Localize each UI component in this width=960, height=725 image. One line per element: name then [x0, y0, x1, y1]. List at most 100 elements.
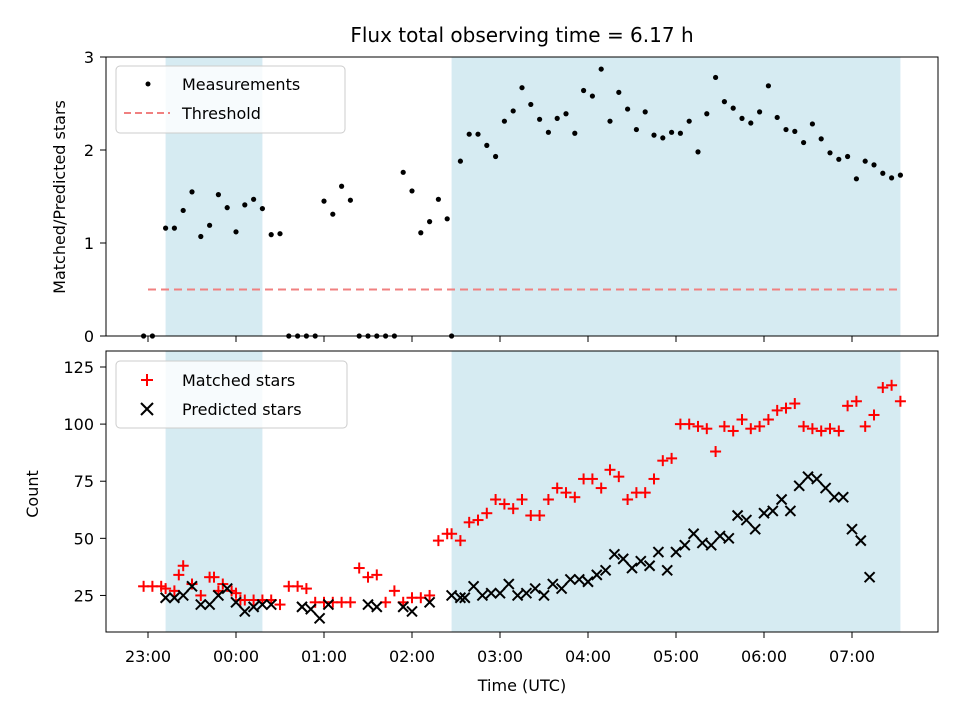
predicted-star-point — [371, 601, 383, 613]
predicted-star-point — [758, 507, 770, 519]
measurement-point — [713, 74, 719, 81]
matched-star-point — [894, 395, 906, 407]
predicted-star-point — [652, 546, 665, 558]
predicted-star-point — [538, 589, 550, 602]
matched-star-point — [300, 583, 312, 595]
predicted-star-point — [445, 589, 458, 602]
matched-star-point — [292, 580, 304, 592]
predicted-star-point — [811, 473, 823, 485]
predicted-star-point — [159, 592, 172, 604]
x-tick-label: 06:00 — [741, 647, 787, 666]
bottom-y-tick-label: 100 — [63, 415, 94, 434]
measurement-point — [704, 111, 710, 117]
predicted-star-point — [643, 560, 656, 572]
measurement-point — [660, 135, 666, 141]
measurement-point — [215, 192, 221, 198]
matched-star-point — [490, 493, 502, 505]
matched-star-point — [173, 569, 185, 581]
measurement-point — [510, 108, 516, 114]
predicted-star-point — [212, 589, 225, 602]
predicted-star-point — [476, 589, 489, 602]
measurement-point — [765, 83, 772, 89]
predicted-star-point — [494, 587, 506, 599]
predicted-star-point — [186, 580, 198, 593]
legend-predicted-label: Predicted stars — [182, 400, 302, 419]
bottom-y-tick-label: 75 — [74, 472, 94, 491]
bottom-shaded-region — [451, 351, 901, 632]
predicted-star-point — [679, 539, 691, 551]
top-y-tick-label: 1 — [84, 234, 94, 253]
measurement-point — [669, 129, 675, 135]
x-tick-label: 03:00 — [477, 647, 523, 666]
matched-star-point — [666, 452, 678, 464]
matched-star-point — [718, 420, 730, 432]
predicted-star-point — [547, 578, 559, 590]
measurement-point — [259, 205, 265, 212]
matched-star-point — [388, 585, 400, 597]
matched-star-point — [842, 400, 854, 412]
predicted-star-point — [529, 582, 541, 595]
predicted-star-point — [195, 598, 207, 611]
predicted-star-point — [322, 598, 335, 611]
measurement-point — [862, 158, 868, 164]
predicted-star-point — [784, 505, 797, 517]
measurement-point — [563, 111, 569, 117]
predicted-star-point — [626, 562, 638, 574]
measurement-point — [545, 129, 552, 135]
bottom-x-ticks: 23:00 00:00 01:00 02:00 03:00 04:00 05:00 06:00… — [125, 632, 875, 666]
x-axis-label: Time (UTC) — [477, 676, 566, 695]
measurement-point — [721, 99, 728, 105]
matched-star-point — [727, 425, 739, 437]
legend-threshold-label: Threshold — [181, 104, 261, 123]
predicted-star-point — [511, 589, 524, 602]
predicted-star-point — [485, 587, 497, 599]
matched-star-point — [613, 471, 625, 483]
matched-star-point — [534, 509, 546, 521]
measurement-point — [625, 106, 631, 112]
measurement-point — [171, 225, 177, 231]
measurement-point — [519, 85, 525, 91]
matched-star-point — [877, 382, 889, 394]
measurements-points — [141, 66, 904, 339]
measurement-point — [409, 188, 415, 194]
matched-star-point — [701, 423, 713, 435]
chart-title: Flux total observing time = 6.17 h — [350, 23, 693, 47]
top-y-tick-label: 3 — [84, 48, 94, 67]
x-tick-label: 05:00 — [653, 647, 699, 666]
measurement-point — [792, 128, 798, 134]
measurement-point — [224, 205, 230, 211]
matched-star-point — [177, 560, 189, 572]
bottom-y-tick-label: 125 — [63, 358, 94, 377]
predicted-star-point — [714, 530, 726, 542]
measurement-point — [457, 158, 463, 164]
predicted-star-point — [454, 592, 467, 604]
matched-star-point — [551, 482, 563, 494]
predicted-star-point — [239, 605, 251, 618]
measurement-point — [475, 131, 481, 137]
predicted-star-point — [305, 603, 317, 615]
matched-star-point — [798, 420, 810, 432]
measurement-point — [418, 230, 424, 236]
measurement-point — [739, 115, 745, 121]
measurement-point — [774, 114, 780, 121]
measurement-point — [836, 156, 842, 162]
measurement-point — [642, 109, 648, 115]
measurement-point — [528, 101, 534, 108]
matched-star-point — [542, 493, 554, 505]
predicted-star-point — [591, 569, 603, 581]
bottom-y-ticks: 25 50 75 100 125 — [63, 358, 106, 605]
matched-star-point — [622, 493, 634, 505]
matched-star-point — [424, 589, 436, 601]
matched-star-point — [586, 473, 598, 485]
predicted-star-point — [740, 514, 753, 526]
bottom-axes-frame — [105, 350, 939, 633]
x-tick-label: 07:00 — [829, 647, 875, 666]
measurement-point — [581, 87, 587, 94]
predicted-star-point — [793, 480, 805, 492]
predicted-star-point — [819, 482, 832, 494]
top-axes-frame — [105, 56, 939, 337]
x-tick-label: 00:00 — [213, 647, 259, 666]
matched-star-point — [868, 409, 880, 421]
predicted-star-point — [362, 598, 374, 611]
matched-star-point — [789, 398, 801, 410]
